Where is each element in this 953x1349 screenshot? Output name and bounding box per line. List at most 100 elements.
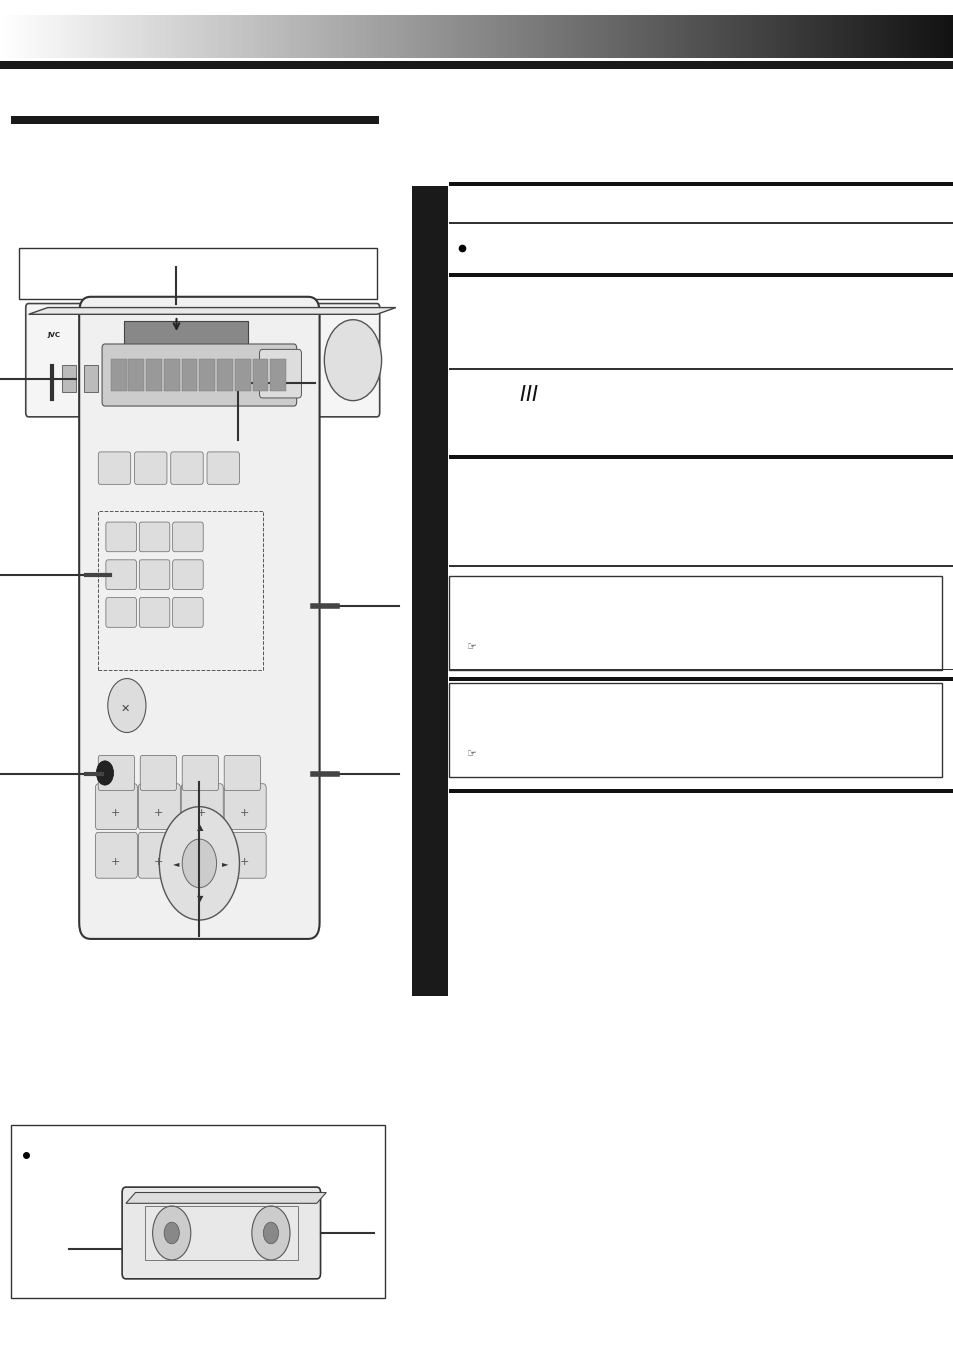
FancyBboxPatch shape	[224, 784, 266, 830]
Bar	[17, 15, 20, 58]
Bar	[907, 15, 911, 58]
Bar	[305, 15, 309, 58]
Bar	[924, 15, 927, 58]
Bar	[141, 15, 144, 58]
FancyBboxPatch shape	[224, 832, 266, 878]
Bar	[643, 15, 646, 58]
Bar	[14, 15, 17, 58]
Bar	[648, 15, 651, 58]
Bar	[181, 359, 197, 391]
Bar	[902, 15, 906, 58]
Bar	[605, 15, 608, 58]
Bar	[948, 15, 951, 58]
Bar	[295, 15, 298, 58]
Circle shape	[263, 1222, 278, 1244]
Bar	[469, 15, 473, 58]
Bar	[610, 15, 614, 58]
Bar	[253, 15, 255, 58]
Bar	[398, 15, 401, 58]
Bar	[522, 15, 525, 58]
Text: ◄: ◄	[172, 859, 179, 867]
Bar	[476, 15, 479, 58]
FancyBboxPatch shape	[95, 832, 137, 878]
Bar	[615, 15, 618, 58]
Circle shape	[152, 1206, 191, 1260]
Bar	[497, 15, 501, 58]
Bar	[874, 15, 878, 58]
Bar	[478, 15, 482, 58]
Bar	[858, 15, 861, 58]
Bar	[100, 15, 103, 58]
Bar	[529, 15, 532, 58]
Bar	[877, 15, 881, 58]
Bar	[84, 366, 98, 391]
Bar	[631, 15, 635, 58]
FancyBboxPatch shape	[139, 522, 170, 552]
FancyBboxPatch shape	[106, 598, 136, 627]
Bar	[743, 15, 746, 58]
Bar	[612, 15, 616, 58]
Bar	[739, 15, 741, 58]
Bar	[626, 15, 630, 58]
Bar	[558, 15, 560, 58]
Bar	[721, 15, 725, 58]
Bar	[672, 15, 675, 58]
Bar	[850, 15, 854, 58]
Bar	[449, 223, 953, 224]
Bar	[445, 15, 449, 58]
Bar	[412, 15, 416, 58]
Bar	[793, 15, 797, 58]
Bar	[936, 15, 940, 58]
Bar	[674, 15, 678, 58]
Bar	[438, 15, 442, 58]
Bar	[853, 15, 856, 58]
Bar	[879, 15, 882, 58]
Bar	[913, 15, 916, 58]
Bar	[434, 15, 436, 58]
Bar	[91, 15, 93, 58]
Bar	[920, 15, 923, 58]
Bar	[412, 186, 448, 996]
Bar	[449, 272, 953, 277]
Bar	[224, 15, 227, 58]
Bar	[449, 789, 953, 793]
Text: +: +	[239, 857, 249, 866]
Bar	[326, 15, 330, 58]
Bar	[172, 15, 174, 58]
Bar	[783, 15, 787, 58]
Bar	[162, 15, 166, 58]
Bar	[324, 15, 328, 58]
Bar	[449, 565, 953, 567]
Bar	[19, 15, 22, 58]
Bar	[283, 15, 287, 58]
Bar	[62, 15, 65, 58]
Circle shape	[108, 679, 146, 733]
Bar	[400, 15, 404, 58]
Bar	[543, 15, 546, 58]
Bar	[779, 15, 782, 58]
Polygon shape	[29, 308, 395, 314]
Bar	[818, 15, 821, 58]
Bar	[67, 15, 71, 58]
Bar	[488, 15, 492, 58]
Bar	[151, 15, 153, 58]
Bar	[770, 15, 773, 58]
FancyBboxPatch shape	[122, 1187, 320, 1279]
Bar	[0, 61, 953, 69]
Bar	[781, 15, 784, 58]
Bar	[640, 15, 644, 58]
FancyBboxPatch shape	[139, 560, 170, 590]
Bar	[915, 15, 918, 58]
Bar	[374, 15, 377, 58]
Bar	[872, 15, 875, 58]
Circle shape	[96, 761, 113, 785]
Bar	[427, 15, 430, 58]
Bar	[183, 15, 187, 58]
Bar	[449, 669, 953, 670]
Bar	[345, 15, 349, 58]
Bar	[415, 15, 417, 58]
Bar	[65, 15, 68, 58]
Bar	[700, 15, 703, 58]
Bar	[449, 677, 953, 681]
Bar	[372, 15, 375, 58]
